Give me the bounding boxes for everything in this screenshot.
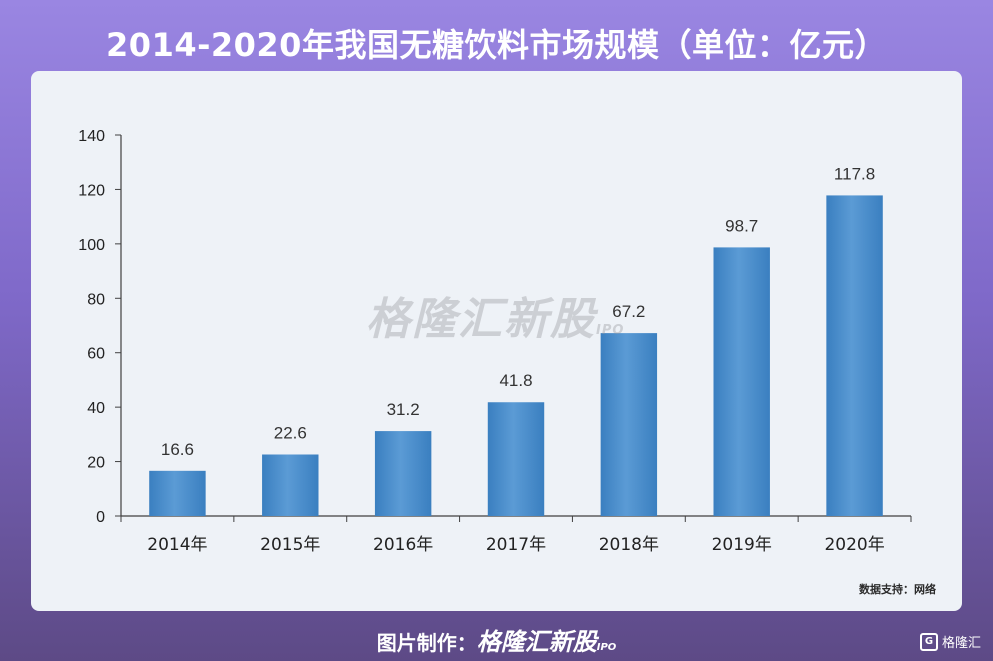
watermark-ipo: IPO <box>596 323 625 338</box>
bar <box>826 195 883 516</box>
logo-text: 格隆汇 <box>941 636 981 651</box>
y-tick-label: 80 <box>87 291 105 308</box>
x-tick-label: 2016年 <box>373 535 433 555</box>
footer-prefix: 图片制作： <box>376 631 477 655</box>
y-tick-label: 40 <box>87 400 105 417</box>
chart-card: 0 20 40 60 80 100 120 140 16.6 2014年 22.6 2015年 31.2… <box>31 71 962 611</box>
y-tick-label: 120 <box>78 182 105 199</box>
bar <box>262 454 319 516</box>
bar-value-label: 22.6 <box>274 423 307 442</box>
watermark: 格隆汇新股IPO <box>366 283 624 347</box>
bar-value-label: 31.2 <box>387 400 420 419</box>
x-tick-label: 2014年 <box>147 535 207 555</box>
bar-value-label: 117.8 <box>834 164 875 183</box>
y-tick-label: 0 <box>96 509 105 526</box>
bar-value-label: 98.7 <box>725 216 758 235</box>
bar-value-label: 16.6 <box>161 440 194 459</box>
chart-title: 2014-2020年我国无糖饮料市场规模（单位：亿元） <box>106 26 887 64</box>
logo-icon: G <box>919 632 938 651</box>
bar-value-label: 67.2 <box>612 302 645 321</box>
y-tick-label: 20 <box>87 455 105 472</box>
bar <box>374 431 432 516</box>
bar <box>149 470 206 516</box>
footer-brand: 格隆汇新股 <box>476 628 597 656</box>
x-tick-label: 2019年 <box>712 535 772 555</box>
bar <box>600 333 658 516</box>
data-source: 数据支持：网络 <box>859 583 936 596</box>
bar <box>487 402 545 516</box>
y-tick-label: 140 <box>78 128 105 145</box>
footer-credit: 图片制作：格隆汇新股IPO <box>0 622 993 657</box>
bar <box>713 247 770 516</box>
bar-value-label: 41.8 <box>499 371 532 390</box>
x-tick-label: 2020年 <box>824 535 884 555</box>
footer-ipo: IPO <box>596 642 617 653</box>
y-tick-label: 100 <box>78 237 105 254</box>
watermark-brand: 格隆汇新股 <box>366 294 596 345</box>
x-tick-label: 2015年 <box>260 535 320 555</box>
x-tick-label: 2018年 <box>599 535 659 555</box>
corner-logo: G 格隆汇 <box>919 632 981 651</box>
y-tick-label: 60 <box>87 346 105 363</box>
x-tick-label: 2017年 <box>486 535 546 555</box>
bar-chart: 0 20 40 60 80 100 120 140 16.6 2014年 22.6 2015年 31.2… <box>78 128 912 555</box>
